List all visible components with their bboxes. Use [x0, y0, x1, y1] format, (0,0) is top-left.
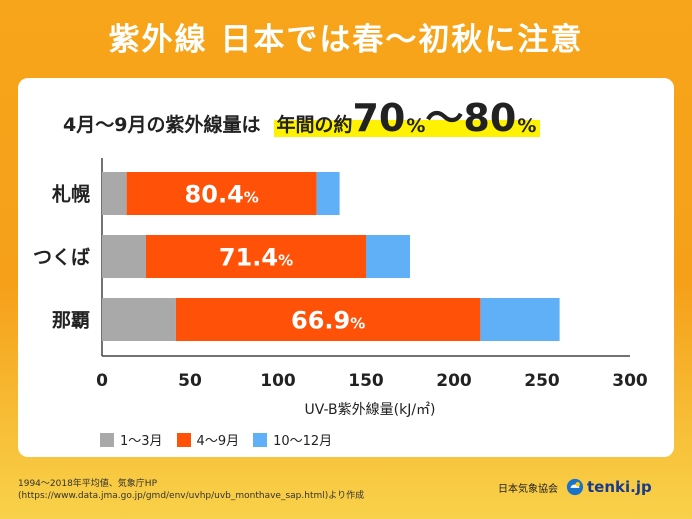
subtitle-pct1: %	[406, 115, 426, 137]
subtitle-pct2: %	[517, 115, 537, 137]
credit-org: 日本気象協会	[498, 483, 558, 495]
legend-label-apr-sep: 4〜9月	[196, 434, 240, 449]
x-tick-label: 50	[178, 371, 202, 391]
credit: 日本気象協会 tenki.jp	[498, 478, 652, 496]
bar-segment	[102, 298, 176, 341]
bar-segment	[102, 172, 127, 215]
x-tick-label: 100	[260, 371, 296, 391]
x-tick-label: 150	[348, 371, 384, 391]
x-tick-label: 0	[96, 371, 108, 391]
bar-segment	[102, 235, 146, 278]
subtitle-prefix: 4月〜9月の紫外線量は	[63, 114, 261, 136]
subtitle-sep: 〜	[425, 96, 464, 140]
x-tick-label: 200	[436, 371, 472, 391]
category-label: 札幌	[51, 183, 90, 206]
category-label: つくば	[33, 247, 90, 269]
legend-item-q4: 10〜12月	[253, 430, 332, 449]
data-label: 71.4%	[219, 244, 293, 272]
tenki-brand[interactable]: tenki.jp	[566, 478, 652, 496]
tenki-logo-icon	[566, 478, 584, 496]
legend-swatch-q1	[100, 432, 114, 447]
bar-segment	[316, 172, 340, 215]
chart-subtitle: 4月〜9月の紫外線量は 年間の約 70 % 〜 80 %	[63, 96, 541, 140]
page-title: 紫外線 日本では春〜初秋に注意	[108, 22, 584, 58]
bar-segment	[175, 298, 481, 341]
bar-segment	[480, 298, 560, 341]
data-label: 66.9%	[291, 307, 365, 335]
x-tick-label: 250	[524, 371, 560, 391]
subtitle-num1: 70	[352, 96, 406, 140]
bar-segment	[366, 235, 410, 278]
legend: 1〜3月 4〜9月 10〜12月	[100, 430, 332, 449]
bar-segment	[126, 172, 317, 215]
legend-label-q1: 1〜3月	[120, 434, 163, 449]
x-axis-label: UV-B紫外線量(kJ/㎡)	[304, 402, 435, 418]
bar-segment	[146, 235, 366, 278]
legend-item-q1: 1〜3月	[100, 430, 163, 449]
data-label: 80.4%	[185, 181, 259, 209]
subtitle-hl-text: 年間の約	[276, 114, 353, 136]
tenki-brand-text: tenki.jp	[587, 478, 652, 496]
source-footnote: 1994〜2018年平均値、気象庁HP (https://www.data.jm…	[18, 479, 365, 501]
subtitle-num2: 80	[463, 96, 517, 140]
legend-item-apr-sep: 4〜9月	[176, 430, 240, 449]
x-tick-label: 300	[612, 371, 648, 391]
legend-label-q4: 10〜12月	[273, 434, 333, 449]
legend-swatch-q4	[253, 432, 268, 447]
category-label: 那覇	[52, 310, 90, 332]
subtitle-highlight: 年間の約 70 % 〜 80 %	[274, 96, 541, 140]
legend-swatch-apr-sep	[176, 432, 191, 447]
